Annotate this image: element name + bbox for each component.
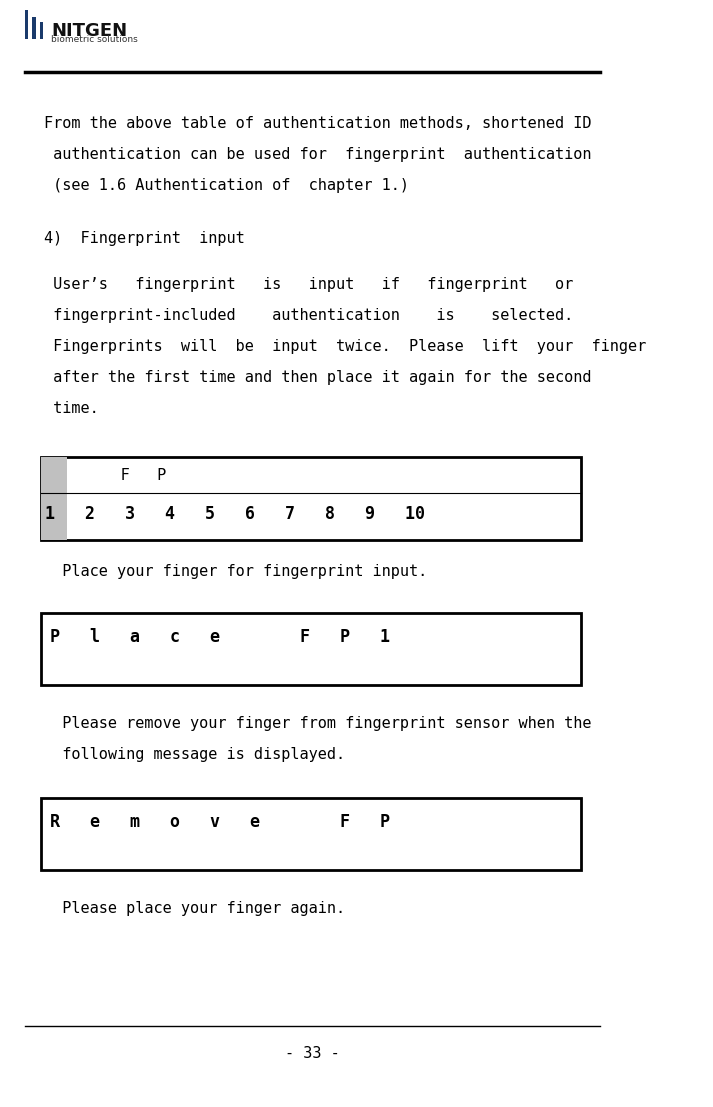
FancyBboxPatch shape [33,17,36,39]
Text: - 33 -: - 33 - [285,1046,339,1062]
FancyBboxPatch shape [41,456,67,539]
FancyBboxPatch shape [41,613,581,685]
Text: 1   2   3   4   5   6   7   8   9   10: 1 2 3 4 5 6 7 8 9 10 [45,505,425,524]
Text: Fingerprints  will  be  input  twice.  Please  lift  your  finger: Fingerprints will be input twice. Please… [43,339,646,354]
Text: following message is displayed.: following message is displayed. [43,747,345,763]
Text: Place your finger for fingerprint input.: Place your finger for fingerprint input. [43,563,427,579]
Text: time.: time. [43,401,98,416]
FancyBboxPatch shape [41,798,581,870]
Text: Please remove your finger from fingerprint sensor when the: Please remove your finger from fingerpri… [43,716,591,732]
FancyBboxPatch shape [41,456,581,539]
Text: NITGEN: NITGEN [51,22,128,40]
Text: (see 1.6 Authentication of  chapter 1.): (see 1.6 Authentication of chapter 1.) [43,178,409,194]
Text: Please place your finger again.: Please place your finger again. [43,901,345,917]
Text: F   P: F P [75,467,166,483]
Text: R   e   m   o   v   e        F   P: R e m o v e F P [50,813,390,830]
Text: P   l   a   c   e        F   P   1: P l a c e F P 1 [50,628,390,645]
Text: User’s   fingerprint   is   input   if   fingerprint   or: User’s fingerprint is input if fingerpri… [43,277,573,292]
Text: after the first time and then place it again for the second: after the first time and then place it a… [43,370,591,385]
FancyBboxPatch shape [25,10,29,39]
Text: fingerprint-included    authentication    is    selected.: fingerprint-included authentication is s… [43,308,573,323]
Text: 4)  Fingerprint  input: 4) Fingerprint input [43,231,245,247]
FancyBboxPatch shape [40,22,43,39]
Text: biometric solutions: biometric solutions [51,35,138,44]
Text: authentication can be used for  fingerprint  authentication: authentication can be used for fingerpri… [43,147,591,163]
Text: From the above table of authentication methods, shortened ID: From the above table of authentication m… [43,116,591,132]
